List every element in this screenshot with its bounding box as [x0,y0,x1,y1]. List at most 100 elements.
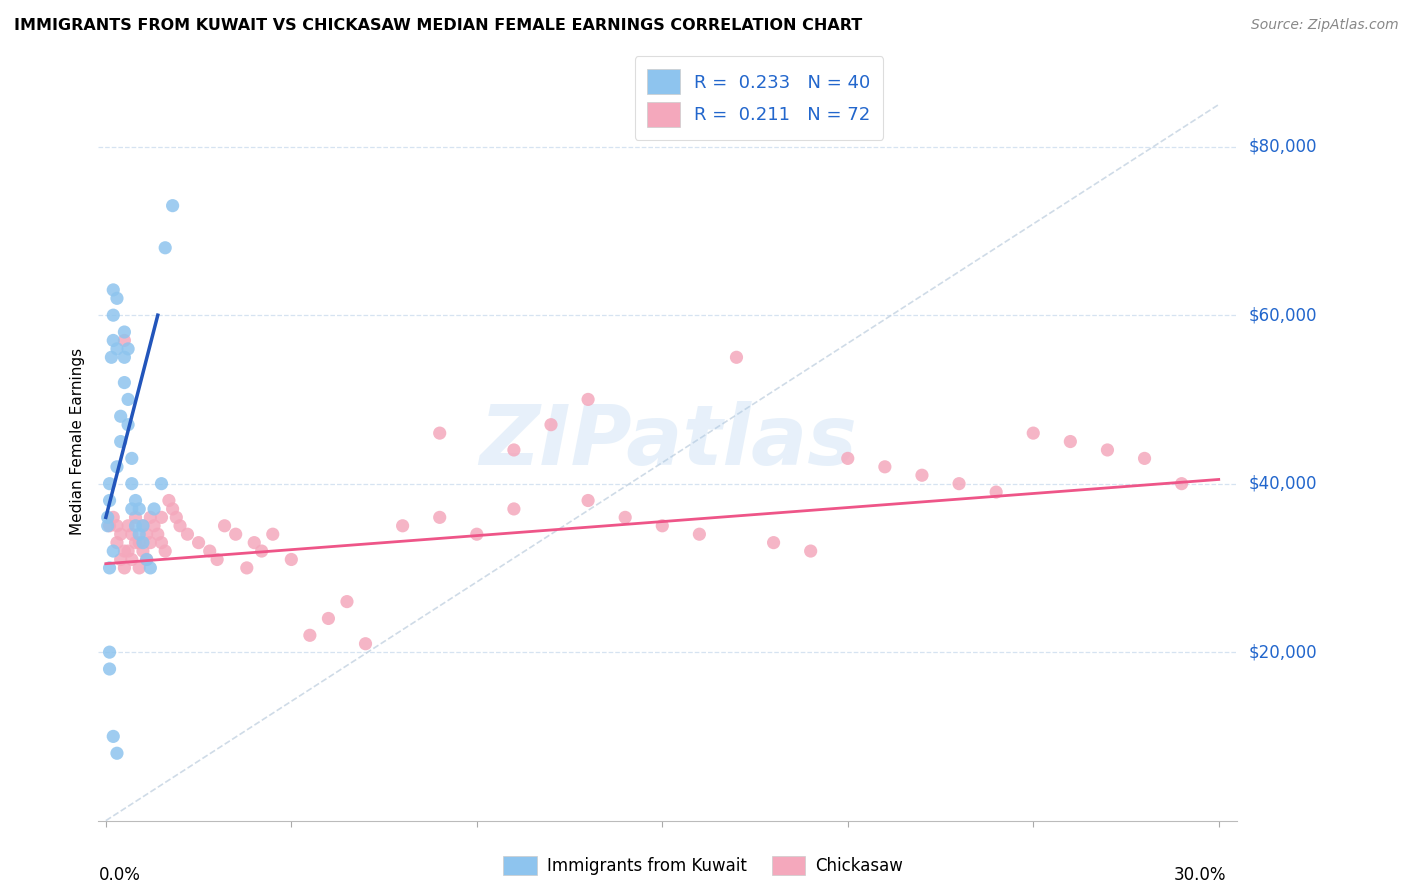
Point [98,476,121,491]
Point [187,535,209,549]
Point [121,502,143,516]
Point [243,535,266,549]
Point [298,628,321,642]
Point [688,527,710,541]
Text: 30.0%: 30.0% [1174,866,1226,884]
Point [429,426,451,441]
Point [165,510,187,524]
Point [576,493,599,508]
Text: $60,000: $60,000 [1249,306,1317,324]
Point [150,510,173,524]
Point [135,552,157,566]
Point [162,502,184,516]
Point [225,527,247,541]
Point [98,493,121,508]
Point [132,535,155,549]
Point [139,510,162,524]
Text: $80,000: $80,000 [1249,137,1317,156]
Point [100,351,122,365]
Y-axis label: Median Female Earnings: Median Female Earnings [70,348,86,535]
Point [176,527,198,541]
Point [651,518,673,533]
Legend: R =  0.233   N = 40, R =  0.211   N = 72: R = 0.233 N = 40, R = 0.211 N = 72 [634,56,883,140]
Point [214,518,236,533]
Point [150,476,173,491]
Point [98,645,121,659]
Text: IMMIGRANTS FROM KUWAIT VS CHICKASAW MEDIAN FEMALE EARNINGS CORRELATION CHART: IMMIGRANTS FROM KUWAIT VS CHICKASAW MEDI… [14,18,862,33]
Point [503,442,526,457]
Point [198,544,221,558]
Point [103,510,125,524]
Point [117,544,139,558]
Point [110,434,132,449]
Point [121,476,143,491]
Point [354,637,377,651]
Point [153,241,176,255]
Point [117,518,139,533]
Point [503,502,526,516]
Point [762,535,785,549]
Point [105,518,128,533]
Point [576,392,599,407]
Point [124,535,146,549]
Point [540,417,562,432]
Point [236,561,259,575]
Point [112,334,135,348]
Point [948,476,970,491]
Point [112,544,135,558]
Point [135,552,157,566]
Point [873,459,896,474]
Point [132,544,155,558]
Point [124,518,146,533]
Point [153,544,176,558]
Text: ZIPatlas: ZIPatlas [479,401,856,482]
Point [336,594,359,608]
Text: Source: ZipAtlas.com: Source: ZipAtlas.com [1251,18,1399,32]
Text: $40,000: $40,000 [1249,475,1317,492]
Point [132,518,155,533]
Point [135,527,157,541]
Point [97,518,120,533]
Point [103,544,125,558]
Point [98,561,121,575]
Point [169,518,191,533]
Point [143,502,166,516]
Point [157,493,180,508]
Point [121,451,143,466]
Point [465,527,488,541]
Point [103,730,125,744]
Point [112,561,135,575]
Point [110,527,132,541]
Point [146,527,169,541]
Legend: Immigrants from Kuwait, Chickasaw: Immigrants from Kuwait, Chickasaw [495,847,911,884]
Point [911,468,934,483]
Point [1097,442,1119,457]
Point [112,376,135,390]
Point [262,527,284,541]
Point [124,493,146,508]
Point [105,746,128,760]
Point [98,518,121,533]
Point [725,351,748,365]
Point [318,611,340,625]
Text: 0.0%: 0.0% [98,866,141,884]
Text: $20,000: $20,000 [1249,643,1317,661]
Point [97,510,120,524]
Point [139,561,162,575]
Point [124,510,146,524]
Point [121,527,143,541]
Point [105,342,128,356]
Point [429,510,451,524]
Point [112,325,135,339]
Point [143,518,166,533]
Point [105,535,128,549]
Point [280,552,302,566]
Point [128,502,150,516]
Point [986,485,1008,500]
Point [205,552,228,566]
Point [105,291,128,305]
Point [98,662,121,676]
Point [1022,426,1045,441]
Point [117,417,139,432]
Point [250,544,273,558]
